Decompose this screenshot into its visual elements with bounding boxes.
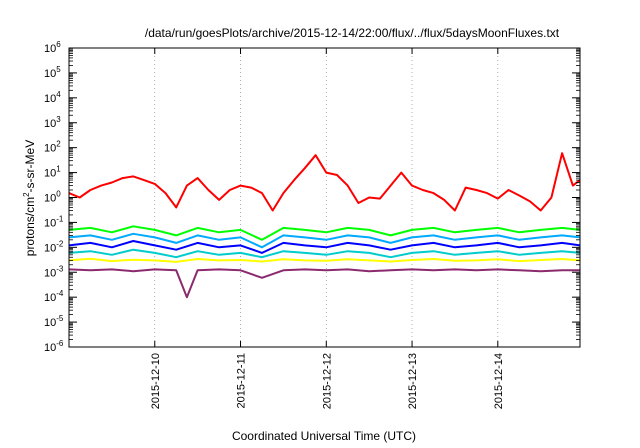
x-tick-label: 2015-12-14 — [493, 353, 505, 409]
y-tick-label-exp: -5 — [56, 314, 64, 323]
y-tick-label-base: 10 — [44, 342, 56, 354]
series-line — [68, 257, 581, 263]
y-tick-label-base: 10 — [44, 267, 56, 279]
y-tick-label-exp: 3 — [56, 115, 61, 124]
y-tick-label: 10-4 — [44, 289, 64, 304]
x-tick-label: 2015-12-10 — [150, 353, 162, 409]
y-tick-label: 10-1 — [44, 214, 64, 229]
series-line — [68, 240, 581, 254]
y-tick-label: 105 — [44, 65, 61, 80]
y-tick-label-exp: -2 — [56, 239, 64, 248]
y-tick-label-exp: -3 — [56, 264, 64, 273]
series-line — [68, 225, 581, 241]
y-tick-label-exp: -6 — [56, 339, 64, 348]
series-group — [68, 152, 581, 299]
y-tick-label: 104 — [44, 90, 61, 105]
x-tick-label: 2015-12-11 — [236, 353, 248, 408]
y-tick-label-base: 10 — [44, 242, 56, 254]
y-tick-label-base: 10 — [44, 43, 56, 55]
y-tick-label-base: 10 — [44, 143, 56, 155]
y-tick-label-exp: 4 — [56, 90, 61, 99]
y-tick-label-base: 10 — [44, 168, 56, 180]
y-axis: 10-610-510-410-310-210-11001011021031041… — [44, 40, 580, 354]
y-tick-label: 10-6 — [44, 339, 64, 354]
y-axis-label-suffix: -s-sr-MeV — [23, 140, 37, 193]
y-axis-label-sup: 2 — [22, 192, 31, 197]
y-tick-label-base: 10 — [44, 193, 56, 205]
y-tick-label: 102 — [44, 140, 61, 155]
y-tick-label-exp: 0 — [56, 190, 61, 199]
y-tick-label: 101 — [44, 165, 61, 180]
x-axis: 2015-12-10 2015-12-11 2015-12-12 2015-12-13… — [150, 48, 505, 409]
y-tick-label: 10-5 — [44, 314, 64, 329]
y-tick-label: 106 — [44, 40, 61, 55]
chart-title: /data/run/goesPlots/archive/2015-12-14/2… — [145, 26, 560, 40]
y-tick-label: 103 — [44, 115, 61, 130]
y-tick-label-base: 10 — [44, 217, 56, 229]
plot-frame — [68, 47, 581, 348]
y-tick-label: 10-3 — [44, 264, 64, 279]
y-tick-label-exp: -1 — [56, 214, 64, 223]
x-tick-label: 2015-12-13 — [407, 353, 419, 409]
y-tick-label-base: 10 — [44, 68, 56, 80]
series-line — [68, 232, 581, 249]
x-grid — [154, 48, 499, 347]
y-tick-label-exp: -4 — [56, 289, 64, 298]
y-tick-label-exp: 1 — [56, 165, 61, 174]
y-tick-label: 100 — [44, 190, 61, 205]
series-line — [68, 248, 581, 259]
y-tick-label-base: 10 — [44, 317, 56, 329]
y-tick-label-exp: 2 — [56, 140, 61, 149]
y-axis-label: protons/cm2-s-sr-MeV — [22, 140, 37, 256]
y-tick-label-base: 10 — [44, 292, 56, 304]
y-tick-label: 10-2 — [44, 239, 64, 254]
x-axis-label: Coordinated Universal Time (UTC) — [232, 429, 416, 443]
y-axis-label-prefix: protons/cm — [23, 197, 37, 256]
x-tick-label: 2015-12-12 — [321, 353, 333, 409]
y-tick-label-base: 10 — [44, 93, 56, 105]
y-tick-label-base: 10 — [44, 118, 56, 130]
y-tick-label-exp: 5 — [56, 65, 61, 74]
series-line — [68, 268, 580, 299]
series-line — [68, 152, 581, 212]
y-tick-label-exp: 6 — [56, 40, 61, 49]
